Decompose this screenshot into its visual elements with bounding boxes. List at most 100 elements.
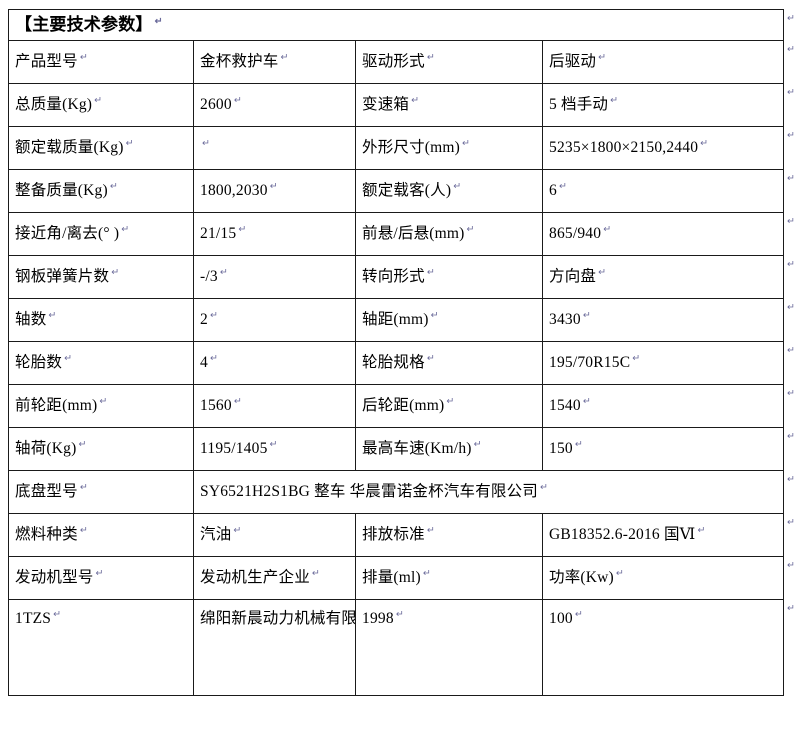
table-row: 钢板弹簧片数 ↵ -/3 ↵ 转向形式 ↵ 方向盘 ↵: [8, 255, 785, 299]
cell-text: 燃料种类: [15, 526, 78, 544]
pilcrow-mark: ↵: [202, 138, 211, 150]
cell-text: 1540: [549, 397, 581, 415]
cell-text: 【主要技术参数】: [15, 15, 153, 35]
pilcrow-mark: ↵: [632, 353, 641, 365]
table-cell: 排量(ml) ↵: [355, 556, 543, 600]
return-mark: ↵: [787, 602, 795, 614]
return-mark: ↵: [787, 43, 795, 55]
cell-text: 转向形式: [362, 268, 425, 286]
cell-text: 2600: [200, 96, 232, 114]
cell-text: 总质量(Kg): [15, 96, 93, 114]
pilcrow-mark: ↵: [615, 568, 625, 580]
pilcrow-mark: ↵: [422, 568, 432, 580]
pilcrow-mark: ↵: [280, 52, 289, 64]
cell-text: 轮胎规格: [362, 354, 425, 372]
table-cell: 1800,2030 ↵: [193, 169, 356, 213]
cell-text: 发动机生产企业: [200, 569, 310, 587]
cell-text: 1TZS: [15, 610, 52, 628]
pilcrow-mark: ↵: [233, 396, 242, 408]
cell-text: 轮胎数: [15, 354, 63, 372]
pilcrow-mark: ↵: [111, 267, 120, 279]
pilcrow-mark: ↵: [125, 138, 134, 150]
pilcrow-mark: ↵: [462, 138, 471, 150]
table-cell: 3430 ↵: [541, 298, 785, 342]
cell-text: 后轮距(mm): [362, 397, 445, 415]
table-cell: 钢板弹簧片数 ↵: [8, 255, 194, 299]
table-cell: 前轮距(mm) ↵: [8, 384, 194, 428]
cell-text: 3430: [549, 311, 581, 329]
table-cell: 2 ↵: [193, 298, 356, 342]
table-cell: 前悬/后悬(mm) ↵: [355, 212, 543, 256]
table-row: 燃料种类 ↵ 汽油 ↵ 排放标准 ↵ GB18352.6-2016 国Ⅵ ↵: [8, 513, 785, 557]
cell-text: 21/15: [200, 225, 237, 243]
pilcrow-mark: ↵: [109, 181, 119, 193]
cell-text: 外形尺寸(mm): [362, 139, 461, 157]
pilcrow-mark: ↵: [79, 525, 88, 537]
return-mark: ↵: [787, 516, 795, 528]
pilcrow-mark: ↵: [540, 482, 549, 494]
cell-text: 额定载质量(Kg): [15, 139, 124, 157]
cell-text: 轴数: [15, 311, 47, 329]
table-cell: 发动机生产企业 ↵: [193, 556, 356, 600]
table-cell: 外形尺寸(mm) ↵: [355, 126, 543, 170]
table-body: 【主要技术参数】 ↵ 产品型号 ↵ 金杯救护车 ↵ 驱动形式 ↵ 后驱动 ↵ 总质量(Kg) ↵ 260…: [7, 9, 785, 696]
pilcrow-mark: ↵: [121, 224, 130, 236]
table-cell: 5 档手动 ↵: [541, 83, 785, 127]
table-cell: 排放标准 ↵: [355, 513, 543, 557]
cell-text: 汽油: [200, 526, 232, 544]
pilcrow-mark: ↵: [233, 525, 242, 537]
table-cell: 195/70R15C ↵: [541, 341, 785, 385]
cell-text: 驱动形式: [362, 53, 425, 71]
pilcrow-mark: ↵: [48, 310, 57, 322]
cell-text: 变速箱: [362, 96, 410, 114]
table-cell: ↵: [193, 126, 356, 170]
pilcrow-mark: ↵: [466, 224, 475, 236]
cell-text: 轴距(mm): [362, 311, 429, 329]
table-row: 轴荷(Kg) ↵ 1195/1405 ↵ 最高车速(Km/h) ↵ 150 ↵: [8, 427, 785, 471]
pilcrow-mark: ↵: [78, 439, 87, 451]
pilcrow-mark: ↵: [598, 52, 607, 64]
pilcrow-mark: ↵: [426, 353, 435, 365]
cell-text: 底盘型号: [15, 483, 78, 501]
cell-text: 金杯救护车: [200, 53, 279, 71]
table-cell: 方向盘 ↵: [541, 255, 785, 299]
pilcrow-mark: ↵: [598, 267, 607, 279]
table-cell: 发动机型号 ↵: [8, 556, 194, 600]
table-row: 接近角/离去(° ) ↵ 21/15 ↵ 前悬/后悬(mm) ↵ 865/940 ↵: [8, 212, 785, 256]
cell-text: 整备质量(Kg): [15, 182, 108, 200]
cell-text: 4: [200, 354, 208, 372]
cell-text: 接近角/离去(° ): [15, 225, 120, 243]
table-cell: 额定载质量(Kg) ↵: [8, 126, 194, 170]
cell-text: 865/940: [549, 225, 602, 243]
table-cell: 转向形式 ↵: [355, 255, 543, 299]
return-mark: ↵: [787, 387, 795, 399]
cell-text: 5 档手动: [549, 96, 609, 114]
table-cell: 1560 ↵: [193, 384, 356, 428]
table-row: 1TZS↵绵阳新晨动力机械有限公司↵1998↵100↵: [8, 599, 785, 696]
table-row: 前轮距(mm) ↵ 1560 ↵ 后轮距(mm) ↵ 1540 ↵: [8, 384, 785, 428]
table-cell: 1998 ↵: [355, 599, 543, 696]
table-row: 【主要技术参数】 ↵: [7, 9, 785, 41]
pilcrow-mark: ↵: [395, 609, 404, 620]
pilcrow-mark: ↵: [453, 181, 462, 193]
cell-text: 1195/1405: [200, 440, 268, 458]
technical-parameters-table: 【主要技术参数】 ↵ 产品型号 ↵ 金杯救护车 ↵ 驱动形式 ↵ 后驱动 ↵ 总质量(Kg) ↵ 260…: [7, 9, 785, 696]
cell-text: 195/70R15C: [549, 354, 631, 372]
pilcrow-mark: ↵: [95, 568, 104, 580]
pilcrow-mark: ↵: [582, 310, 591, 322]
table-cell: 变速箱 ↵: [355, 83, 543, 127]
table-cell: 绵阳新晨动力机械有限公司↵: [193, 599, 356, 696]
cell-text: 2: [200, 311, 208, 329]
table-row: 整备质量(Kg) ↵ 1800,2030 ↵ 额定载客(人) ↵ 6 ↵: [8, 169, 785, 213]
cell-text: 前悬/后悬(mm): [362, 225, 465, 243]
return-mark: ↵: [787, 215, 795, 227]
pilcrow-mark: ↵: [603, 224, 612, 236]
table-cell: 汽油 ↵: [193, 513, 356, 557]
cell-text: 150: [549, 440, 573, 458]
table-cell: 【主要技术参数】 ↵: [7, 9, 785, 41]
table-cell: 燃料种类 ↵: [8, 513, 194, 557]
table-cell: 功率(Kw) ↵: [541, 556, 785, 600]
cell-text: 6: [549, 182, 557, 200]
cell-text: 排放标准: [362, 526, 425, 544]
pilcrow-mark: ↵: [426, 267, 435, 279]
